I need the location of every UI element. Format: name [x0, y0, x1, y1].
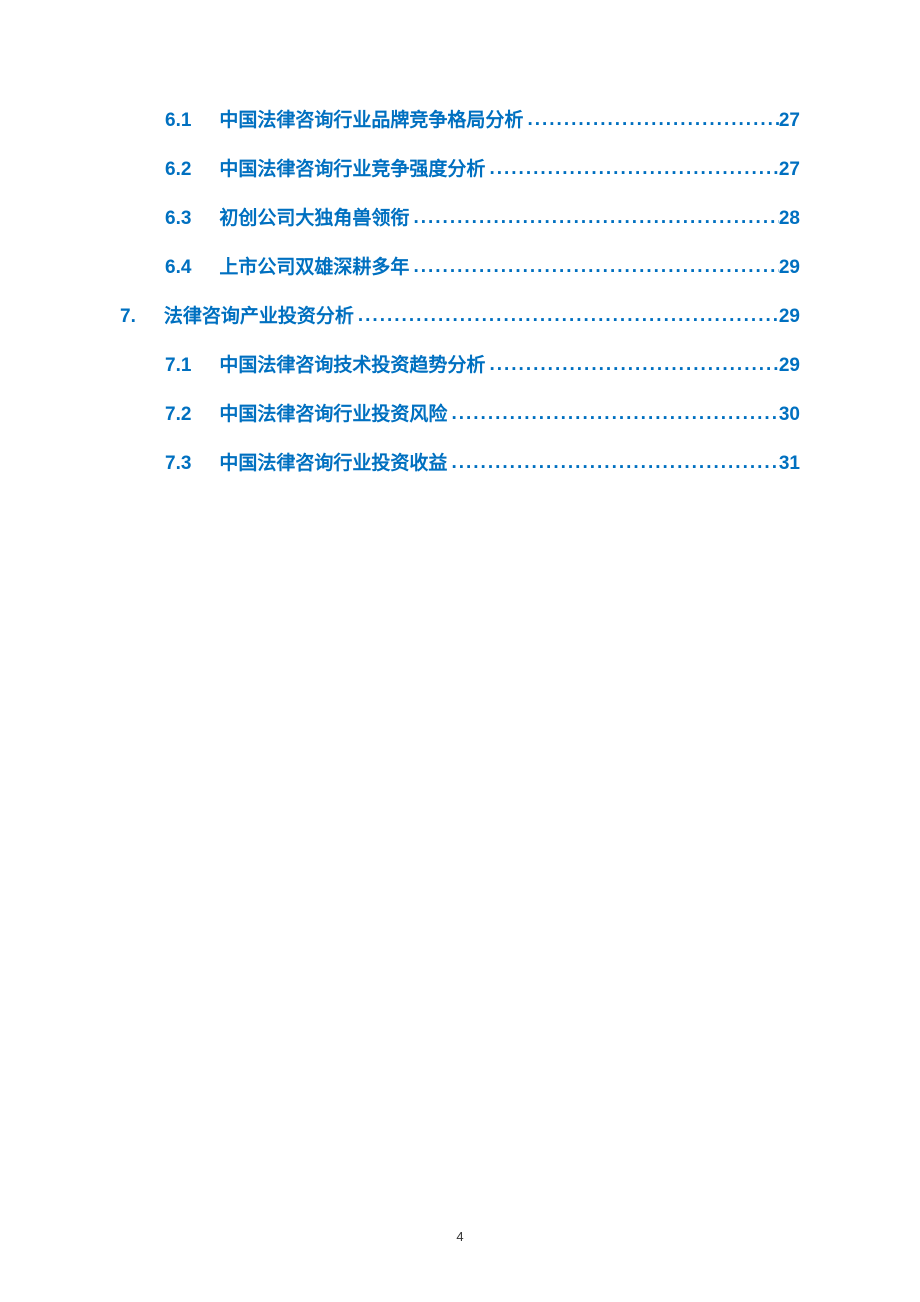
toc-page-number: 29 [779, 306, 800, 328]
toc-number: 7. [120, 306, 136, 328]
toc-page-number: 28 [779, 208, 800, 230]
toc-entry[interactable]: 7.1 中国法律咨询技术投资趋势分析 29 [120, 350, 800, 377]
toc-entry[interactable]: 7. 法律咨询产业投资分析 29 [120, 301, 800, 328]
toc-entry[interactable]: 6.4 上市公司双雄深耕多年 29 [120, 252, 800, 279]
toc-leader-dots [485, 158, 778, 180]
toc-leader-dots [354, 305, 779, 327]
toc-page-number: 27 [779, 110, 800, 132]
toc-leader-dots [447, 403, 778, 425]
toc-page-number: 27 [779, 159, 800, 181]
toc-title: 中国法律咨询行业投资收益 [219, 448, 447, 475]
toc-leader-dots [409, 256, 778, 278]
toc-leader-dots [409, 207, 778, 229]
toc-entry[interactable]: 6.3 初创公司大独角兽领衔 28 [120, 203, 800, 230]
page-container: 6.1 中国法律咨询行业品牌竞争格局分析 27 6.2 中国法律咨询行业竞争强度… [0, 0, 920, 557]
toc-entry[interactable]: 7.2 中国法律咨询行业投资风险 30 [120, 399, 800, 426]
toc-entry[interactable]: 7.3 中国法律咨询行业投资收益 31 [120, 448, 800, 475]
toc-number: 7.1 [165, 355, 191, 377]
toc-title: 中国法律咨询行业竞争强度分析 [219, 154, 485, 181]
toc-page-number: 29 [779, 257, 800, 279]
page-footer-number: 4 [0, 1229, 920, 1244]
toc-leader-dots [523, 109, 778, 131]
toc-title: 上市公司双雄深耕多年 [219, 252, 409, 279]
toc-title: 中国法律咨询技术投资趋势分析 [219, 350, 485, 377]
toc-leader-dots [485, 354, 778, 376]
toc-page-number: 30 [779, 404, 800, 426]
toc-number: 6.2 [165, 159, 191, 181]
toc-page-number: 29 [779, 355, 800, 377]
toc-number: 6.1 [165, 110, 191, 132]
toc-entry[interactable]: 6.2 中国法律咨询行业竞争强度分析 27 [120, 154, 800, 181]
toc-number: 6.3 [165, 208, 191, 230]
toc-leader-dots [447, 452, 778, 474]
toc-title: 中国法律咨询行业投资风险 [219, 399, 447, 426]
toc-number: 7.2 [165, 404, 191, 426]
toc-title: 中国法律咨询行业品牌竞争格局分析 [219, 105, 523, 132]
toc-number: 7.3 [165, 453, 191, 475]
toc-title: 法律咨询产业投资分析 [164, 301, 354, 328]
toc-page-number: 31 [779, 453, 800, 475]
toc-title: 初创公司大独角兽领衔 [219, 203, 409, 230]
toc-entry[interactable]: 6.1 中国法律咨询行业品牌竞争格局分析 27 [120, 105, 800, 132]
toc-number: 6.4 [165, 257, 191, 279]
